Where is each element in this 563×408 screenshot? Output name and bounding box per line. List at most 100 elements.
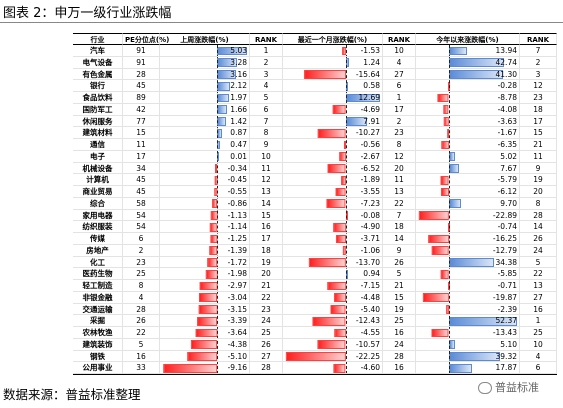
table-cell: 10 — [520, 338, 557, 351]
table-cell: -3.71 — [283, 233, 383, 245]
header-cell: 今年以来涨跌幅(%) — [416, 33, 520, 45]
table-cell: 54 — [123, 209, 160, 222]
table-cell: 12 — [520, 80, 557, 92]
table-cell: 传媒 — [73, 233, 123, 245]
table-cell: 25 — [123, 268, 160, 280]
table-cell: 采掘 — [73, 315, 123, 327]
table-cell: 27 — [383, 68, 416, 81]
table-cell: 6 — [383, 80, 416, 92]
table-cell: 3 — [520, 68, 557, 81]
table-cell: 45 — [123, 80, 160, 92]
table-cell: 钢铁 — [73, 350, 123, 363]
table-cell: 15 — [250, 209, 283, 222]
table-cell: 有色金属 — [73, 68, 123, 81]
table-cell: 计算机 — [73, 174, 123, 186]
table-cell: -9.16 — [160, 362, 250, 374]
table-cell: 28 — [250, 362, 283, 374]
table-cell: 16 — [383, 327, 416, 339]
table-cell: 商业贸易 — [73, 186, 123, 198]
table-cell: -5.79 — [416, 174, 520, 186]
table-cell: 5.02 — [416, 150, 520, 163]
table-cell: 33 — [123, 362, 160, 374]
table-cell: 电气设备 — [73, 56, 123, 69]
table-cell: -19.87 — [416, 291, 520, 304]
table-cell: 4 — [520, 350, 557, 363]
table-cell: 41.30 — [416, 68, 520, 81]
table-cell: 21 — [250, 280, 283, 292]
table-cell: -3.64 — [160, 327, 250, 339]
table-cell: 25 — [250, 327, 283, 339]
table-cell: 17 — [383, 103, 416, 116]
table-cell: 19 — [383, 303, 416, 316]
table-cell: -3.63 — [416, 115, 520, 128]
table-cell: 建筑材料 — [73, 127, 123, 139]
table-cell: 0.87 — [160, 127, 250, 139]
table-cell: -5.85 — [416, 268, 520, 280]
table-cell: -2.97 — [160, 280, 250, 292]
table-cell: 3.28 — [160, 56, 250, 69]
table-cell: -2.67 — [283, 150, 383, 163]
table-cell: 电子 — [73, 150, 123, 163]
table-cell: -4.48 — [283, 291, 383, 304]
table-cell: 23 — [520, 92, 557, 104]
table-cell: 20 — [383, 162, 416, 175]
table-cell: 3.16 — [160, 68, 250, 81]
table-cell: 13.94 — [416, 45, 520, 57]
table-cell: 0.47 — [160, 139, 250, 151]
table-cell: -12.79 — [416, 244, 520, 257]
table-cell: 18 — [250, 244, 283, 257]
table-cell: 5 — [123, 338, 160, 351]
table-cell: 23 — [250, 303, 283, 316]
table-cell: 28 — [123, 303, 160, 316]
table-cell: -3.15 — [160, 303, 250, 316]
table-cell: -10.57 — [283, 338, 383, 351]
table-cell: -4.55 — [283, 327, 383, 339]
title: 图表 2：申万一级行业涨跌幅 — [3, 6, 172, 21]
table-bottom — [73, 374, 557, 375]
table-cell: 0.58 — [283, 80, 383, 92]
table-cell: 54 — [123, 221, 160, 233]
table-cell: 6 — [250, 103, 283, 116]
table-cell: -8.78 — [416, 92, 520, 104]
table-cell: 1.42 — [160, 115, 250, 128]
table-cell: 18 — [383, 221, 416, 233]
table-cell: 58 — [123, 197, 160, 210]
table-cell: 机械设备 — [73, 162, 123, 175]
table-cell: 1.24 — [283, 56, 383, 69]
zero-line — [448, 45, 450, 374]
table-cell: 1 — [520, 315, 557, 327]
table-cell: 17 — [123, 150, 160, 163]
table-cell: 15 — [383, 291, 416, 304]
table-cell: 4 — [123, 291, 160, 304]
table-cell: 11 — [383, 174, 416, 186]
table-cell: -13.70 — [283, 256, 383, 269]
table-cell: -3.55 — [283, 186, 383, 198]
table-cell: -0.74 — [416, 221, 520, 233]
table-cell: 0.01 — [160, 150, 250, 163]
table-cell: 24 — [383, 338, 416, 351]
table-cell: 房地产 — [73, 244, 123, 257]
table-cell: 14 — [520, 221, 557, 233]
watermark: 普益标准 — [478, 379, 539, 395]
table-cell: 45 — [123, 174, 160, 186]
table-cell: 7 — [250, 115, 283, 128]
table-cell: 22 — [250, 291, 283, 304]
table-cell: -4.60 — [283, 362, 383, 374]
table-cell: -6.12 — [416, 186, 520, 198]
table-cell: 21 — [520, 139, 557, 151]
header-cell: 上周涨跌幅(%) — [160, 33, 250, 45]
table-cell: 银行 — [73, 80, 123, 92]
table-cell: 18 — [520, 103, 557, 116]
table-cell: 22 — [520, 268, 557, 280]
table-cell: -22.25 — [283, 350, 383, 363]
table-cell: 2 — [250, 56, 283, 69]
table-cell: -6.35 — [416, 139, 520, 151]
table-cell: 25 — [520, 327, 557, 339]
header-cell: RANK — [383, 33, 416, 45]
table-cell: -1.25 — [160, 233, 250, 245]
table-cell: 11 — [250, 162, 283, 175]
table-cell: 通信 — [73, 139, 123, 151]
table-cell: 13 — [520, 280, 557, 292]
table-cell: 26 — [520, 233, 557, 245]
table-cell: -1.67 — [416, 127, 520, 139]
